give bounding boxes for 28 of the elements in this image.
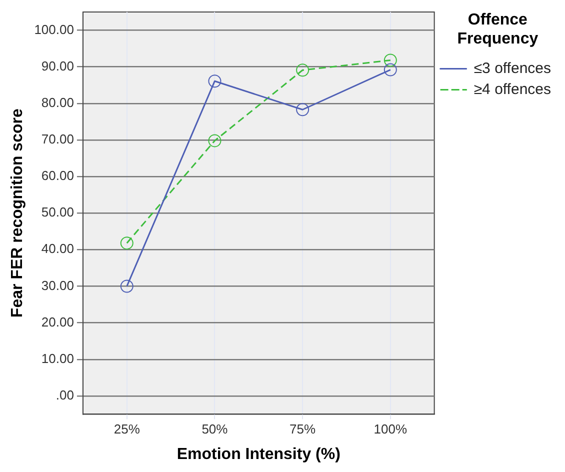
point: [208, 74, 222, 88]
point: [208, 134, 222, 148]
y-axis-title: Fear FER recognition score: [9, 108, 26, 318]
y-tick-label: 50.00: [41, 204, 74, 220]
y-tick-label: 30.00: [41, 278, 74, 293]
x-tick-label: 100%: [374, 422, 408, 437]
legend-label: ≥4 offences: [474, 80, 552, 98]
point: [296, 64, 310, 77]
x-tick-label: 25%: [114, 422, 140, 437]
point: [384, 63, 397, 76]
y-tick-label: 40.00: [41, 241, 74, 256]
legend-label: ≤3 offences: [474, 60, 552, 77]
y-tick-label: 60.00: [41, 168, 74, 184]
point: [120, 280, 134, 293]
y-tick-label: 80.00: [41, 94, 74, 110]
point: [384, 54, 397, 67]
y-tick-label: 20.00: [41, 314, 74, 330]
point: [120, 236, 134, 250]
legend-title: Offence Frequency: [457, 11, 538, 48]
point: [296, 103, 310, 116]
x-tick-label: 50%: [202, 422, 228, 437]
y-tick-label: 100.00: [34, 22, 74, 37]
x-tick-label: 75%: [290, 422, 316, 437]
x-axis-title: Emotion Intensity (%): [176, 446, 340, 463]
y-tick-label: 90.00: [41, 58, 74, 74]
y-tick-label: 10.00: [41, 350, 74, 366]
y-tick-label: .00: [56, 387, 74, 402]
y-tick-label: 70.00: [41, 132, 74, 147]
